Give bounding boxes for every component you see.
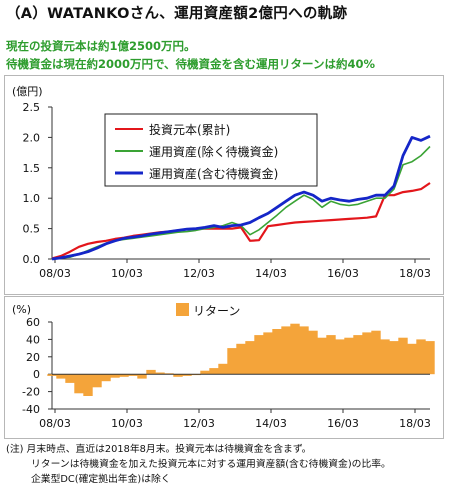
return-bar [371,330,381,375]
subtitle-return: 待機資金は現在約2000万円で、待機資金を含む運用リターンは約40% [6,57,375,71]
return-bar [398,337,408,375]
return-bar [353,335,363,375]
return-bar [236,343,246,375]
return-bar [65,374,75,383]
note-line-1: (注) 月末時点、直近は2018年8月末。投資元本は待機資金を含まず。 [6,444,312,455]
legend-label-3: 運用資産(含む待機資金) [149,166,278,181]
line-chart-ytick: 1.5 [23,162,41,175]
legend-label-1: 投資元本(累計) [149,122,230,137]
page-title: （A）WATANKOさん、運用資産額2億円への軌跡 [6,6,348,22]
bar-chart-xtick: 14/03 [255,417,287,430]
return-bar [416,339,426,375]
line-chart-ytick: 0.0 [23,253,41,266]
line-chart-ytick: 0.5 [23,223,41,236]
line-chart-xtick: 08/03 [39,267,71,280]
return-bar [326,335,336,375]
bar-chart-xtick: 12/03 [183,417,215,430]
return-bar [47,374,57,376]
line-chart-ytick: 1.0 [23,192,41,205]
line-chart-ytick: 2.0 [23,131,41,144]
line-chart-xtick: 18/03 [399,267,431,280]
bar-chart-ytick: -20 [22,386,40,399]
return-bar [101,374,111,382]
bar-chart-xtick: 08/03 [39,417,71,430]
subtitle-principal: 現在の投資元本は約1億2500万円。 [6,39,196,53]
return-bar [200,370,210,375]
return-bar [272,329,282,375]
return-bar [182,374,192,376]
bar-chart-ytick: -40 [22,403,40,416]
bar-chart-ytick: 20 [26,351,40,364]
return-bar [317,337,327,375]
return-bar [281,326,291,375]
return-bar [218,363,228,375]
return-bar [344,337,354,375]
line-chart-xtick: 10/03 [111,267,143,280]
return-legend-label: リターン [193,304,240,318]
return-bar [155,372,165,375]
note-line-2: リターンは待機資金を加えた投資元本に対する運用資産額(含む待機資金)の比率。 [31,459,391,470]
return-bar [209,368,219,375]
legend-label-2: 運用資産(除く待機資金) [149,144,278,159]
return-bar [128,374,138,376]
return-bar [74,374,84,394]
return-bar [380,339,390,375]
bar-chart-xtick: 16/03 [327,417,359,430]
return-legend-swatch [176,303,189,316]
line-chart-xtick: 16/03 [327,267,359,280]
return-bar [173,374,183,377]
return-bar [407,343,417,375]
return-bar [290,323,300,375]
return-bar [56,374,66,379]
line-chart-xtick: 12/03 [183,267,215,280]
bar-chart-xtick: 10/03 [111,417,143,430]
return-bar [92,374,102,388]
return-bar [335,339,345,375]
note-line-3: 企業型DC(確定拠出年金)は除く [31,474,171,485]
return-bar [254,335,264,375]
return-bar [83,374,93,396]
bar-chart-ytick: 40 [26,333,40,346]
return-bar [263,332,273,375]
line-chart-ytick: 2.5 [23,101,41,114]
return-bar [146,369,156,375]
bar-chart-ytick: 60 [26,316,40,329]
return-bar [119,374,129,377]
bar-chart-ytick: 0 [33,368,40,381]
bar-chart-ylabel: (%) [12,303,31,316]
series-line-3 [51,134,431,261]
line-chart-ylabel: (億円) [12,85,43,98]
return-bar [308,330,318,375]
series-line-1 [51,182,431,260]
return-bar [110,374,120,378]
return-bar [362,332,372,375]
return-bar [245,341,255,375]
line-chart-xtick: 14/03 [255,267,287,280]
return-bar [299,326,309,375]
return-bar [389,341,399,375]
return-bar [137,374,147,379]
return-bar [425,341,435,375]
return-bar [227,348,237,375]
bar-chart-xtick: 18/03 [399,417,431,430]
